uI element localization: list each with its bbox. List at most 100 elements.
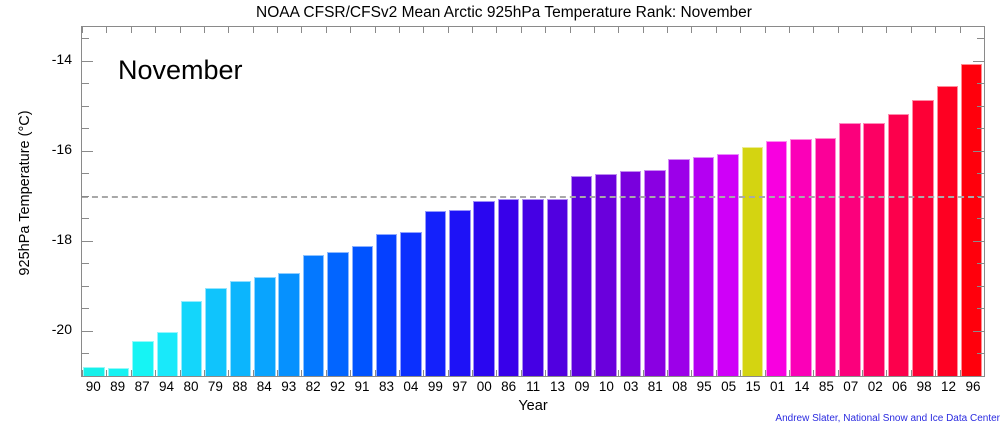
bar-slot [570,27,594,376]
bar-85[interactable] [814,137,837,376]
y-tick-minor [82,128,89,130]
x-tick-top [423,27,425,33]
chart-title: NOAA CFSR/CFSv2 Mean Arctic 925hPa Tempe… [256,4,752,21]
y-tick-minor [82,263,89,265]
y-tick-minor-right [977,128,984,130]
bar-03[interactable] [619,170,642,376]
bar-84[interactable] [254,277,276,376]
bar-01[interactable] [765,141,788,376]
bar-slot [740,27,764,376]
x-tick [106,370,108,376]
bar-09[interactable] [570,175,593,376]
bar-12[interactable] [936,85,959,376]
x-tick-top [569,27,571,33]
bar-90[interactable] [83,367,105,376]
bar-87[interactable] [132,341,154,376]
x-tick [886,370,888,376]
x-tick-top [179,27,181,33]
bar-slot [716,27,740,376]
x-tick-label-14: 14 [794,379,810,394]
x-tick [155,370,157,376]
bar-94[interactable] [156,331,179,376]
x-tick-top [472,27,474,33]
bar-88[interactable] [229,280,252,376]
y-tick-minor-right [977,353,984,355]
bar-06[interactable] [887,114,910,376]
bar-92[interactable] [327,252,349,376]
y-tick-minor [82,308,89,310]
x-tick-top [935,27,937,33]
bar-02[interactable] [863,122,885,376]
x-tick-top [155,27,157,33]
bar-05[interactable] [717,154,739,376]
x-tick [935,370,937,376]
x-tick-top [496,27,498,33]
y-axis-label: 925hPa Temperature (°C) [17,110,33,276]
bar-96[interactable] [960,64,983,376]
x-tick-top [642,27,644,33]
x-tick-label-04: 04 [403,379,419,394]
bar-13[interactable] [546,198,569,376]
bar-98[interactable] [912,100,934,376]
bar-07[interactable] [839,123,861,376]
x-tick [301,370,303,376]
bar-95[interactable] [692,157,715,376]
y-tick-label: -18 [51,230,72,247]
y-tick-minor [82,173,89,175]
bar-86[interactable] [497,199,520,376]
bar-89[interactable] [107,367,130,376]
bar-80[interactable] [180,300,203,376]
x-tick-top [82,27,83,33]
bar-slot [423,27,447,376]
bar-97[interactable] [449,209,471,376]
bar-slot [765,27,789,376]
bar-79[interactable] [205,287,227,376]
x-tick [203,370,205,376]
bar-99[interactable] [424,210,447,376]
x-tick [618,370,620,376]
bar-slot [253,27,277,376]
x-tick [862,370,864,376]
bar-04[interactable] [400,231,422,376]
x-tick-top [203,27,205,33]
bar-93[interactable] [278,272,300,376]
x-tick-top [277,27,279,33]
x-tick-label-80: 80 [183,379,199,394]
x-tick [984,370,985,376]
x-tick [447,370,449,376]
bar-slot [228,27,252,376]
bar-11[interactable] [522,199,544,376]
x-tick-label-08: 08 [672,379,688,394]
bar-slot [82,27,106,376]
x-tick-label-00: 00 [476,379,492,394]
bar-slot [691,27,715,376]
y-tick-label: -20 [51,320,72,337]
x-tick-top [862,27,864,33]
x-tick-label-83: 83 [378,379,394,394]
x-tick [82,370,83,376]
x-tick-label-96: 96 [965,379,981,394]
x-tick-top [691,27,693,33]
bar-slot [180,27,204,376]
bar-91[interactable] [351,246,374,376]
y-tick-major [82,240,93,242]
bar-15[interactable] [741,146,764,376]
x-tick [642,370,644,376]
bar-83[interactable] [375,234,398,376]
bar-08[interactable] [668,158,690,376]
bar-10[interactable] [595,174,617,376]
bar-81[interactable] [644,169,666,376]
bar-14[interactable] [790,138,812,376]
x-tick [496,370,498,376]
x-tick-label-03: 03 [623,379,639,394]
bar-slot [277,27,301,376]
x-tick [593,370,595,376]
bar-82[interactable] [302,254,325,376]
x-tick-top [910,27,912,33]
y-tick-label: -16 [51,140,72,157]
reference-line [82,195,984,198]
bar-00[interactable] [473,201,495,376]
x-tick-label-91: 91 [354,379,370,394]
x-axis-label: Year [518,398,548,414]
bar-slot [326,27,350,376]
